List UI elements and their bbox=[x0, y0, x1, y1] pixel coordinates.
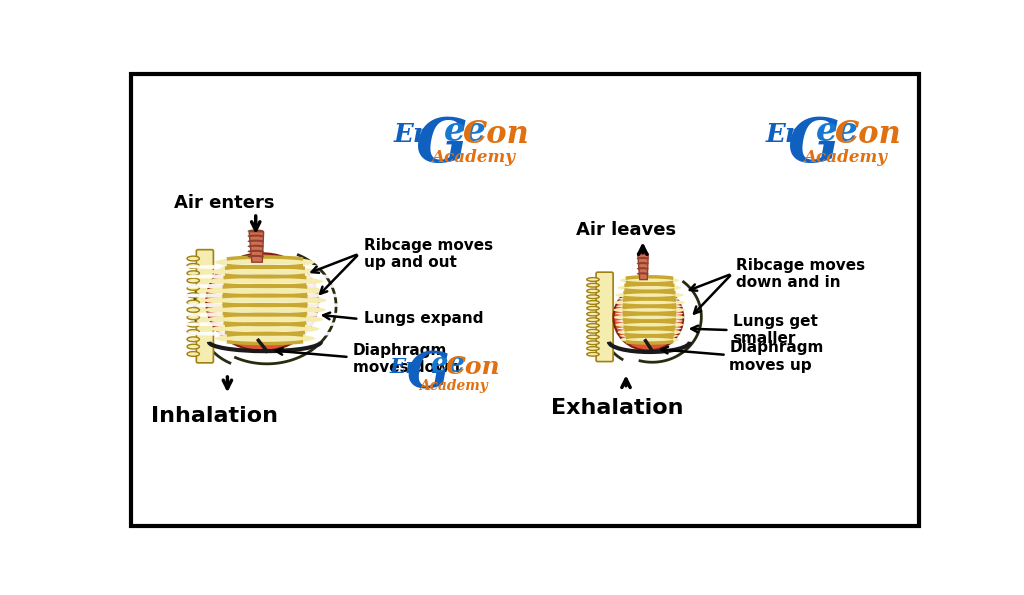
Ellipse shape bbox=[615, 321, 684, 328]
Text: Exhalation: Exhalation bbox=[551, 397, 684, 418]
Ellipse shape bbox=[204, 286, 326, 296]
Ellipse shape bbox=[621, 336, 679, 343]
Ellipse shape bbox=[187, 300, 200, 305]
Ellipse shape bbox=[187, 278, 200, 283]
Ellipse shape bbox=[620, 290, 680, 293]
Ellipse shape bbox=[187, 315, 200, 320]
Text: Con: Con bbox=[835, 119, 901, 150]
Text: Ribcage moves
down and in: Ribcage moves down and in bbox=[736, 258, 865, 290]
Ellipse shape bbox=[587, 300, 599, 305]
Ellipse shape bbox=[615, 292, 684, 299]
Ellipse shape bbox=[620, 334, 680, 338]
Ellipse shape bbox=[587, 289, 599, 293]
FancyBboxPatch shape bbox=[197, 250, 213, 363]
Ellipse shape bbox=[617, 284, 681, 291]
Polygon shape bbox=[638, 254, 648, 280]
Ellipse shape bbox=[187, 286, 200, 290]
Text: ee: ee bbox=[816, 115, 858, 148]
Ellipse shape bbox=[161, 312, 369, 317]
Ellipse shape bbox=[587, 352, 599, 356]
Polygon shape bbox=[249, 231, 263, 262]
Ellipse shape bbox=[161, 293, 369, 298]
Text: G: G bbox=[416, 115, 468, 174]
Ellipse shape bbox=[204, 295, 327, 305]
Ellipse shape bbox=[187, 264, 200, 268]
Ellipse shape bbox=[233, 306, 300, 340]
Ellipse shape bbox=[622, 282, 677, 286]
Ellipse shape bbox=[587, 341, 599, 345]
Ellipse shape bbox=[172, 274, 358, 279]
Ellipse shape bbox=[613, 284, 683, 350]
Ellipse shape bbox=[172, 331, 358, 336]
Ellipse shape bbox=[187, 345, 200, 349]
Text: Ribcage moves
up and out: Ribcage moves up and out bbox=[364, 237, 493, 270]
Ellipse shape bbox=[187, 271, 200, 275]
Text: Academy: Academy bbox=[803, 149, 887, 166]
Ellipse shape bbox=[615, 312, 683, 315]
Ellipse shape bbox=[187, 256, 200, 261]
Ellipse shape bbox=[617, 328, 681, 336]
Ellipse shape bbox=[587, 278, 599, 281]
FancyBboxPatch shape bbox=[131, 74, 919, 527]
Ellipse shape bbox=[187, 330, 200, 334]
Text: Academy: Academy bbox=[420, 378, 488, 393]
Ellipse shape bbox=[204, 305, 326, 315]
Ellipse shape bbox=[187, 308, 200, 312]
Ellipse shape bbox=[616, 305, 683, 308]
Ellipse shape bbox=[179, 265, 350, 270]
Ellipse shape bbox=[207, 276, 324, 286]
Ellipse shape bbox=[215, 257, 315, 267]
Ellipse shape bbox=[587, 295, 599, 299]
Ellipse shape bbox=[614, 314, 685, 321]
Ellipse shape bbox=[587, 283, 599, 287]
FancyBboxPatch shape bbox=[596, 272, 613, 362]
Text: Inhalation: Inhalation bbox=[151, 406, 278, 427]
Text: Diaphragm
moves up: Diaphragm moves up bbox=[729, 340, 823, 372]
Text: G: G bbox=[787, 115, 840, 174]
Ellipse shape bbox=[207, 314, 324, 324]
Ellipse shape bbox=[621, 277, 679, 284]
Ellipse shape bbox=[587, 347, 599, 350]
Ellipse shape bbox=[587, 312, 599, 316]
Ellipse shape bbox=[215, 333, 315, 343]
Text: ee: ee bbox=[443, 115, 486, 148]
Text: En: En bbox=[394, 122, 432, 147]
Ellipse shape bbox=[210, 324, 319, 334]
Ellipse shape bbox=[187, 293, 200, 298]
Ellipse shape bbox=[587, 306, 599, 310]
Ellipse shape bbox=[625, 296, 664, 325]
Text: En: En bbox=[766, 122, 805, 147]
Text: Con: Con bbox=[463, 119, 529, 150]
Ellipse shape bbox=[587, 318, 599, 322]
Text: Diaphragm
moves down: Diaphragm moves down bbox=[352, 343, 460, 375]
Text: ee: ee bbox=[430, 350, 465, 378]
Ellipse shape bbox=[617, 327, 682, 330]
Text: Air enters: Air enters bbox=[174, 194, 274, 212]
Ellipse shape bbox=[617, 297, 682, 300]
Text: En: En bbox=[389, 356, 421, 377]
Text: Air leaves: Air leaves bbox=[575, 221, 676, 239]
Ellipse shape bbox=[587, 335, 599, 339]
Text: Academy: Academy bbox=[431, 149, 515, 166]
Text: G: G bbox=[408, 350, 450, 399]
Ellipse shape bbox=[187, 322, 200, 327]
Ellipse shape bbox=[187, 337, 200, 342]
Ellipse shape bbox=[224, 266, 290, 312]
Ellipse shape bbox=[210, 267, 319, 277]
Ellipse shape bbox=[166, 322, 365, 327]
Ellipse shape bbox=[614, 299, 685, 306]
Ellipse shape bbox=[206, 253, 318, 350]
Ellipse shape bbox=[587, 324, 599, 327]
Ellipse shape bbox=[166, 284, 365, 289]
Ellipse shape bbox=[587, 330, 599, 333]
Ellipse shape bbox=[613, 306, 685, 314]
Ellipse shape bbox=[160, 303, 371, 308]
Text: Lungs expand: Lungs expand bbox=[364, 311, 483, 327]
Ellipse shape bbox=[633, 321, 672, 341]
Ellipse shape bbox=[187, 352, 200, 356]
Ellipse shape bbox=[616, 319, 683, 323]
Text: Con: Con bbox=[445, 355, 501, 378]
Text: Lungs get
smaller: Lungs get smaller bbox=[732, 314, 817, 346]
